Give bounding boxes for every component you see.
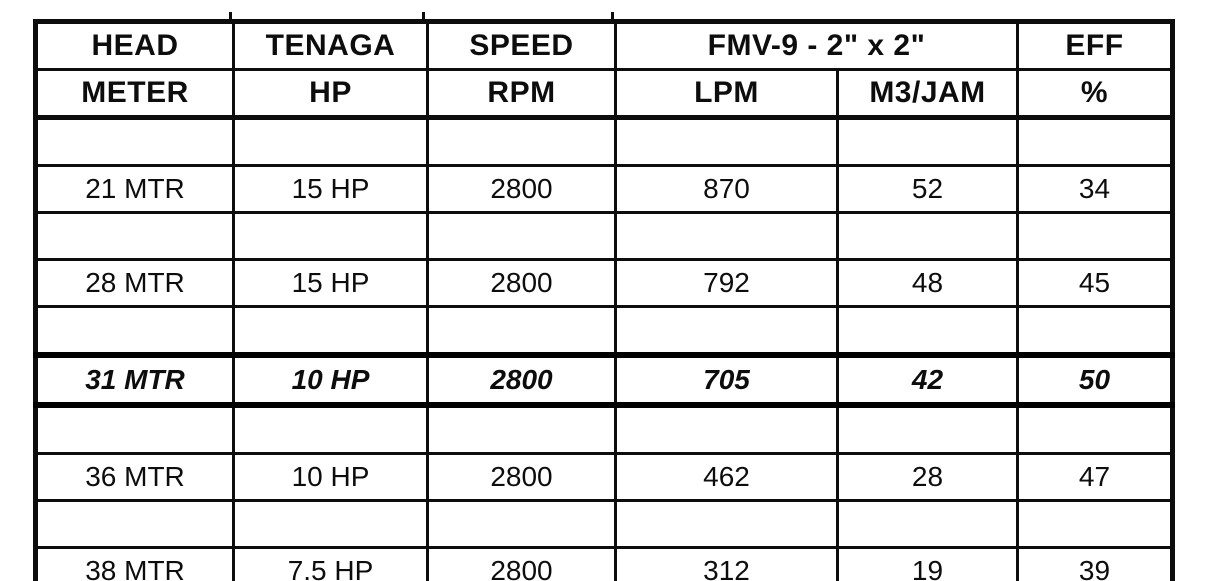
cell-eff: 47 (1016, 452, 1174, 502)
empty-cell (1016, 403, 1174, 455)
table-container: HEAD TENAGA SPEED FMV-9 - 2" x 2" EFF ME… (33, 19, 1175, 581)
col-header-rpm: RPM (426, 68, 617, 120)
cell-hp: 15 HP (232, 258, 429, 308)
cell-m3jam: 19 (836, 546, 1019, 581)
spacer-row (34, 499, 1174, 549)
table-row-36mtr: 36 MTR 10 HP 2800 462 28 47 (34, 452, 1174, 502)
empty-cell (426, 211, 617, 261)
cell-lpm: 462 (614, 452, 839, 502)
cell-head: 28 MTR (34, 258, 235, 308)
empty-cell (614, 403, 839, 455)
cell-eff: 39 (1016, 546, 1174, 581)
empty-cell (614, 305, 839, 357)
cell-eff: 50 (1016, 352, 1174, 408)
cell-head: 36 MTR (34, 452, 235, 502)
cell-rpm: 2800 (426, 352, 617, 408)
cell-eff: 45 (1016, 258, 1174, 308)
empty-cell (614, 116, 839, 167)
empty-cell (1016, 211, 1174, 261)
cell-rpm: 2800 (426, 258, 617, 308)
col-header-lpm: LPM (614, 68, 839, 120)
pump-spec-table: HEAD TENAGA SPEED FMV-9 - 2" x 2" EFF ME… (33, 19, 1175, 581)
empty-cell (34, 211, 235, 261)
table-row-28mtr: 28 MTR 15 HP 2800 792 48 45 (34, 258, 1174, 308)
cell-rpm: 2800 (426, 546, 617, 581)
empty-cell (1016, 305, 1174, 357)
empty-cell (232, 116, 429, 167)
cell-head: 21 MTR (34, 164, 235, 214)
col-header-head: HEAD (34, 20, 235, 71)
cell-m3jam: 42 (836, 352, 1019, 408)
cell-hp: 10 HP (232, 452, 429, 502)
col-header-speed: SPEED (426, 20, 617, 71)
cell-lpm: 870 (614, 164, 839, 214)
empty-cell (232, 499, 429, 549)
cell-m3jam: 28 (836, 452, 1019, 502)
empty-cell (232, 403, 429, 455)
cell-rpm: 2800 (426, 164, 617, 214)
header-row-2: METER HP RPM LPM M3/JAM % (34, 68, 1174, 120)
spacer-row (34, 403, 1174, 455)
empty-cell (836, 116, 1019, 167)
col-header-meter: METER (34, 68, 235, 120)
cell-m3jam: 48 (836, 258, 1019, 308)
col-header-eff: EFF (1016, 20, 1174, 71)
col-header-tenaga: TENAGA (232, 20, 429, 71)
empty-cell (232, 305, 429, 357)
table-row-21mtr: 21 MTR 15 HP 2800 870 52 34 (34, 164, 1174, 214)
empty-cell (34, 116, 235, 167)
col-header-model: FMV-9 - 2" x 2" (614, 20, 1019, 71)
cell-eff: 34 (1016, 164, 1174, 214)
header-row-1: HEAD TENAGA SPEED FMV-9 - 2" x 2" EFF (34, 20, 1174, 71)
gridline-artifact (229, 12, 232, 19)
empty-cell (1016, 499, 1174, 549)
col-header-hp: HP (232, 68, 429, 120)
cell-lpm: 312 (614, 546, 839, 581)
spacer-row (34, 211, 1174, 261)
gridline-artifact (611, 12, 614, 19)
cell-hp: 15 HP (232, 164, 429, 214)
col-header-percent: % (1016, 68, 1174, 120)
empty-cell (34, 305, 235, 357)
table-row-38mtr: 38 MTR 7.5 HP 2800 312 19 39 (34, 546, 1174, 581)
empty-cell (34, 403, 235, 455)
empty-cell (34, 499, 235, 549)
col-header-m3jam: M3/JAM (836, 68, 1019, 120)
empty-cell (426, 403, 617, 455)
empty-cell (836, 403, 1019, 455)
spacer-row (34, 116, 1174, 167)
cell-hp: 10 HP (232, 352, 429, 408)
empty-cell (836, 211, 1019, 261)
empty-cell (836, 305, 1019, 357)
cell-head: 38 MTR (34, 546, 235, 581)
empty-cell (614, 499, 839, 549)
cell-hp: 7.5 HP (232, 546, 429, 581)
empty-cell (426, 116, 617, 167)
empty-cell (1016, 116, 1174, 167)
cell-m3jam: 52 (836, 164, 1019, 214)
empty-cell (426, 305, 617, 357)
empty-cell (836, 499, 1019, 549)
gridline-artifact (422, 12, 425, 19)
empty-cell (232, 211, 429, 261)
empty-cell (426, 499, 617, 549)
cell-lpm: 705 (614, 352, 839, 408)
spacer-row (34, 305, 1174, 357)
table-row-31mtr-highlighted: 31 MTR 10 HP 2800 705 42 50 (34, 352, 1174, 408)
cell-rpm: 2800 (426, 452, 617, 502)
cell-lpm: 792 (614, 258, 839, 308)
cell-head: 31 MTR (34, 352, 235, 408)
empty-cell (614, 211, 839, 261)
